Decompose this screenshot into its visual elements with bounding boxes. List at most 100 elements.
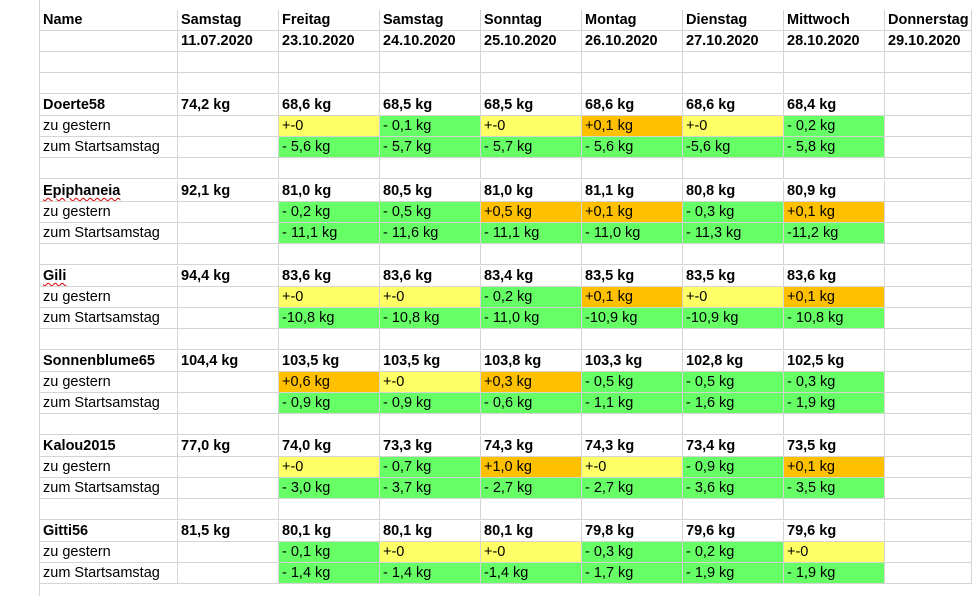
total-cell[interactable]: -10,8 kg (279, 308, 380, 329)
empty-cell[interactable] (784, 414, 885, 435)
total-cell[interactable]: -5,6 kg (683, 137, 784, 158)
empty-cell[interactable] (279, 414, 380, 435)
empty-cell[interactable] (885, 372, 972, 393)
person-name[interactable]: Sonnenblume65 (40, 351, 178, 372)
diff-cell[interactable]: - 0,9 kg (683, 457, 784, 478)
person-name[interactable]: Kalou2015 (40, 436, 178, 457)
empty-cell[interactable] (885, 266, 972, 287)
weight-cell[interactable]: 103,5 kg (380, 351, 481, 372)
total-cell[interactable]: - 1,9 kg (784, 393, 885, 414)
total-cell[interactable]: - 0,9 kg (380, 393, 481, 414)
weight-cell[interactable]: 103,3 kg (582, 351, 683, 372)
total-cell[interactable]: - 3,7 kg (380, 478, 481, 499)
header-weekday[interactable]: Mittwoch (784, 10, 885, 31)
empty-cell[interactable] (885, 436, 972, 457)
empty-cell[interactable] (683, 329, 784, 350)
diff-cell[interactable]: - 0,2 kg (481, 287, 582, 308)
weight-cell[interactable]: 83,4 kg (481, 266, 582, 287)
diff-cell[interactable]: +0,1 kg (582, 202, 683, 223)
weight-cell[interactable]: 83,6 kg (279, 266, 380, 287)
weight-cell[interactable]: 80,1 kg (380, 521, 481, 542)
diff-cell[interactable]: +-0 (683, 116, 784, 137)
empty-cell[interactable] (784, 244, 885, 265)
empty-cell[interactable] (481, 73, 582, 94)
empty-cell[interactable] (683, 414, 784, 435)
weight-cell[interactable]: 79,6 kg (683, 521, 784, 542)
header-weekday[interactable]: Montag (582, 10, 683, 31)
empty-cell[interactable] (380, 499, 481, 520)
header-date[interactable]: 23.10.2020 (279, 31, 380, 52)
total-cell[interactable]: - 1,9 kg (784, 563, 885, 584)
total-cell[interactable]: - 5,7 kg (380, 137, 481, 158)
empty-cell[interactable] (683, 158, 784, 179)
empty-cell[interactable] (178, 542, 279, 563)
empty-cell[interactable] (885, 287, 972, 308)
weight-cell[interactable]: 81,0 kg (481, 181, 582, 202)
weight-cell[interactable]: 83,6 kg (784, 266, 885, 287)
diff-cell[interactable]: +-0 (582, 457, 683, 478)
diff-cell[interactable]: - 0,3 kg (582, 542, 683, 563)
header-weekday[interactable]: Samstag (178, 10, 279, 31)
empty-cell[interactable] (481, 329, 582, 350)
weight-cell[interactable]: 80,1 kg (279, 521, 380, 542)
empty-cell[interactable] (40, 31, 178, 52)
diff-cell[interactable]: - 0,7 kg (380, 457, 481, 478)
weight-cell[interactable]: 68,6 kg (683, 95, 784, 116)
empty-cell[interactable] (683, 73, 784, 94)
empty-cell[interactable] (380, 158, 481, 179)
person-name[interactable]: Epiphaneia (40, 181, 178, 202)
total-cell[interactable]: - 11,0 kg (481, 308, 582, 329)
empty-cell[interactable] (784, 52, 885, 73)
weight-cell[interactable]: 80,5 kg (380, 181, 481, 202)
total-cell[interactable]: - 11,0 kg (582, 223, 683, 244)
header-date[interactable]: 28.10.2020 (784, 31, 885, 52)
diff-cell[interactable]: - 0,3 kg (683, 202, 784, 223)
weight-cell[interactable]: 83,6 kg (380, 266, 481, 287)
empty-cell[interactable] (784, 73, 885, 94)
empty-cell[interactable] (178, 563, 279, 584)
weight-cell[interactable]: 102,8 kg (683, 351, 784, 372)
weight-cell[interactable]: 74,3 kg (481, 436, 582, 457)
total-cell[interactable]: - 2,7 kg (481, 478, 582, 499)
empty-cell[interactable] (582, 52, 683, 73)
total-cell[interactable]: - 10,8 kg (784, 308, 885, 329)
total-cell[interactable]: - 1,6 kg (683, 393, 784, 414)
weight-cell[interactable]: 68,5 kg (380, 95, 481, 116)
empty-cell[interactable] (178, 244, 279, 265)
weight-cell[interactable]: 80,1 kg (481, 521, 582, 542)
total-cell[interactable]: -10,9 kg (683, 308, 784, 329)
total-cell[interactable]: - 11,1 kg (279, 223, 380, 244)
total-label[interactable]: zum Startsamstag (40, 563, 178, 584)
diff-cell[interactable]: +0,1 kg (582, 287, 683, 308)
diff-cell[interactable]: +-0 (279, 457, 380, 478)
total-cell[interactable]: -11,2 kg (784, 223, 885, 244)
total-label[interactable]: zum Startsamstag (40, 393, 178, 414)
weight-cell[interactable]: 83,5 kg (582, 266, 683, 287)
empty-cell[interactable] (178, 116, 279, 137)
total-cell[interactable]: -1,4 kg (481, 563, 582, 584)
empty-cell[interactable] (40, 244, 178, 265)
header-date[interactable]: 24.10.2020 (380, 31, 481, 52)
empty-cell[interactable] (885, 542, 972, 563)
weight-cell[interactable]: 74,0 kg (279, 436, 380, 457)
total-cell[interactable]: - 5,7 kg (481, 137, 582, 158)
empty-cell[interactable] (481, 158, 582, 179)
empty-cell[interactable] (885, 202, 972, 223)
empty-cell[interactable] (885, 521, 972, 542)
diff-cell[interactable]: +-0 (380, 372, 481, 393)
weight-cell[interactable]: 103,5 kg (279, 351, 380, 372)
empty-cell[interactable] (178, 137, 279, 158)
total-cell[interactable]: - 0,6 kg (481, 393, 582, 414)
header-date[interactable]: 29.10.2020 (885, 31, 972, 52)
empty-cell[interactable] (582, 158, 683, 179)
empty-cell[interactable] (683, 499, 784, 520)
weight-cell[interactable]: 68,5 kg (481, 95, 582, 116)
weight-cell[interactable]: 80,9 kg (784, 181, 885, 202)
empty-cell[interactable] (481, 414, 582, 435)
diff-cell[interactable]: +0,6 kg (279, 372, 380, 393)
total-label[interactable]: zum Startsamstag (40, 478, 178, 499)
diff-cell[interactable]: - 0,2 kg (279, 202, 380, 223)
total-cell[interactable]: - 0,9 kg (279, 393, 380, 414)
diff-cell[interactable]: +0,1 kg (784, 202, 885, 223)
header-weekday[interactable]: Freitag (279, 10, 380, 31)
